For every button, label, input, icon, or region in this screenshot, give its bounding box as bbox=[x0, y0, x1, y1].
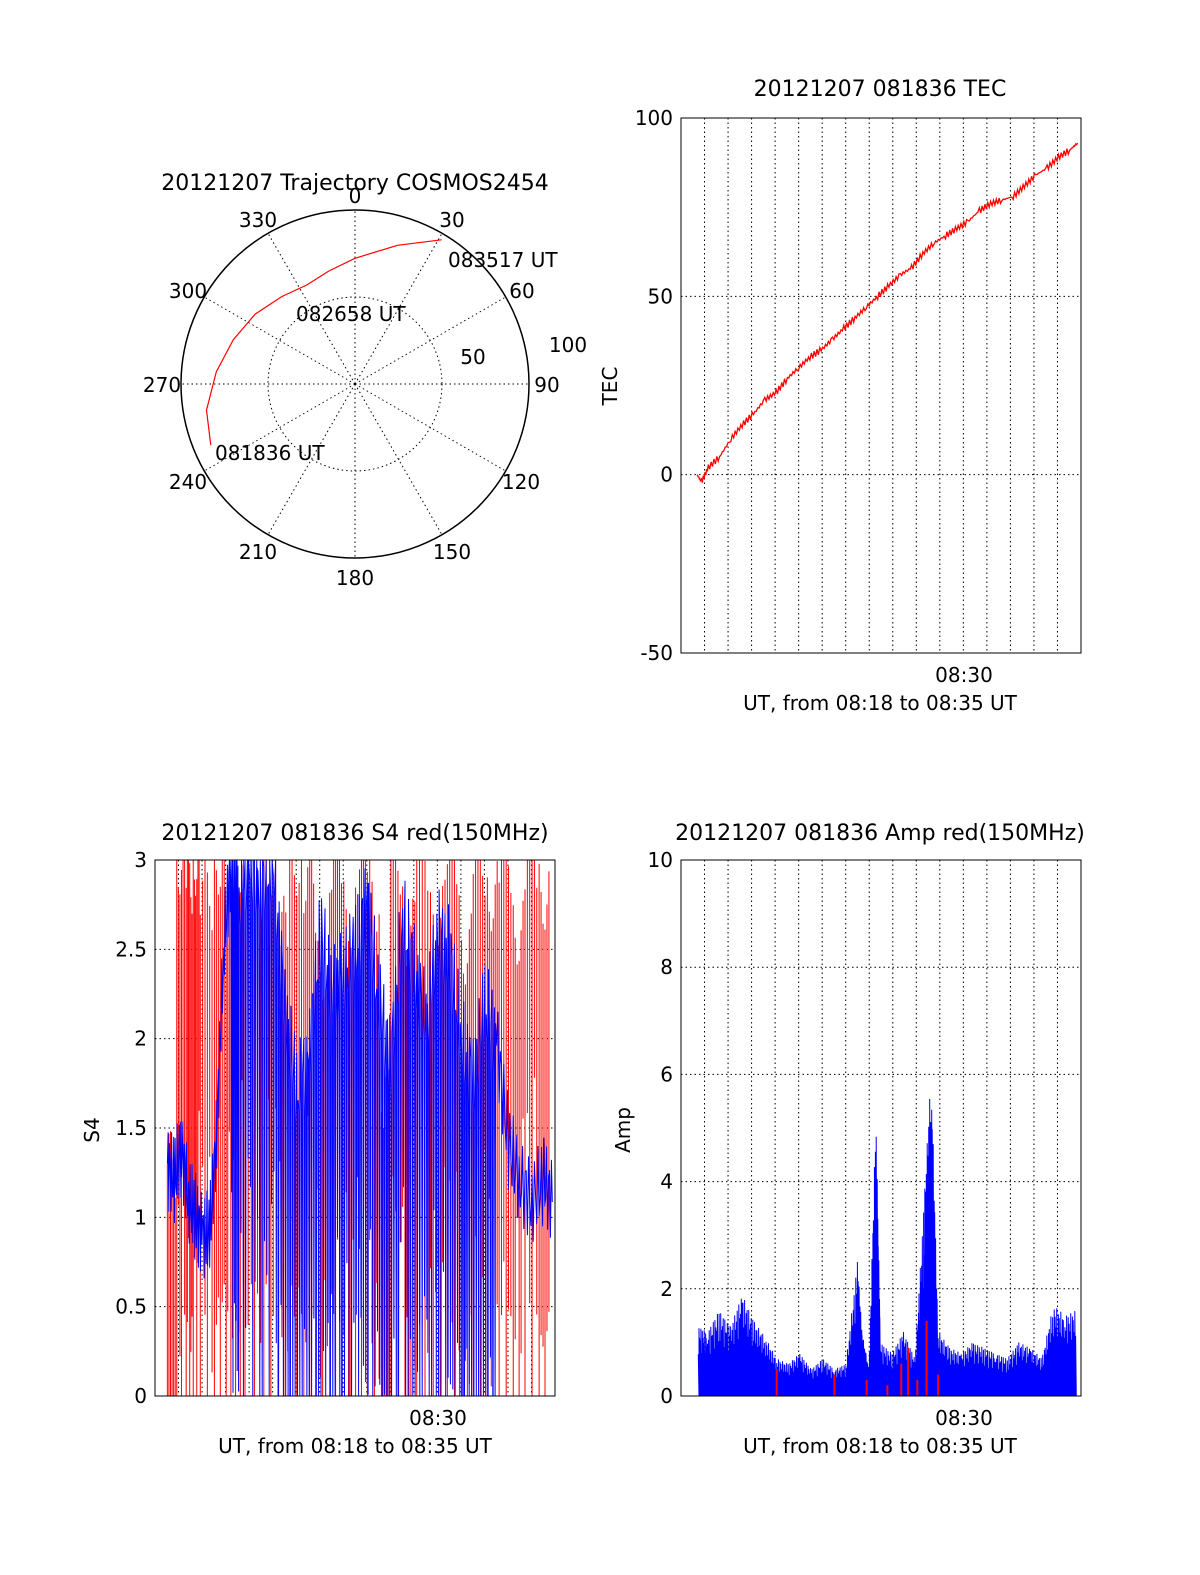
amp-plot-frame bbox=[680, 859, 1082, 1397]
s4-y-tick-label: 2 bbox=[134, 1027, 147, 1051]
tec-plot-frame bbox=[680, 117, 1082, 654]
tec-y-tick-label: 0 bbox=[660, 463, 673, 487]
tec-y-tick-label: 100 bbox=[635, 106, 673, 130]
polar-radius-label: 100 bbox=[549, 333, 587, 357]
polar-trajectory-panel: 20121207 Trajectory COSMOS2454 0 30 60 90 12… bbox=[143, 171, 587, 590]
polar-angle-label: 180 bbox=[336, 566, 374, 590]
amp-y-axis-label: Amp bbox=[611, 1107, 635, 1153]
polar-outer-circle bbox=[180, 209, 530, 559]
polar-spoke bbox=[354, 383, 506, 472]
polar-spoke bbox=[204, 296, 356, 385]
polar-spoke bbox=[354, 383, 443, 535]
amp-y-tick-label: 10 bbox=[648, 848, 673, 872]
s4-y-tick-label: 2.5 bbox=[115, 937, 147, 961]
polar-angle-label: 150 bbox=[433, 540, 471, 564]
polar-angle-label: 240 bbox=[169, 470, 207, 494]
s4-x-tick-label: 08:30 bbox=[409, 1406, 467, 1430]
annotation-mid-time: 082658 UT bbox=[296, 302, 406, 326]
amp-title: 20121207 081836 Amp red(150MHz) bbox=[675, 821, 1085, 846]
tec-x-axis-label: UT, from 08:18 to 08:35 UT bbox=[743, 691, 1018, 715]
amp-y-tick-label: 2 bbox=[660, 1277, 673, 1301]
amp-panel: 20121207 081836 Amp red(150MHz) 1086420 … bbox=[611, 821, 1085, 1458]
polar-angle-label: 330 bbox=[239, 208, 277, 232]
polar-spoke bbox=[204, 383, 356, 472]
annotation-end-time: 083517 UT bbox=[448, 248, 558, 272]
tec-y-tick-label: 50 bbox=[648, 284, 673, 308]
polar-angle-label: 90 bbox=[534, 373, 559, 397]
tec-series-line bbox=[696, 142, 1079, 483]
tec-x-tick-label: 08:30 bbox=[935, 663, 993, 687]
polar-angle-label: 120 bbox=[502, 470, 540, 494]
tec-title: 20121207 081836 TEC bbox=[754, 77, 1007, 102]
annotation-start-time: 081836 UT bbox=[215, 441, 325, 465]
polar-angle-label: 300 bbox=[169, 279, 207, 303]
polar-angle-label: 210 bbox=[239, 540, 277, 564]
amp-x-tick-label: 08:30 bbox=[935, 1406, 993, 1430]
s4-title: 20121207 081836 S4 red(150MHz) bbox=[161, 821, 548, 846]
polar-angle-label: 270 bbox=[143, 373, 181, 397]
amp-y-tick-label: 6 bbox=[660, 1062, 673, 1086]
polar-spoke bbox=[267, 233, 356, 385]
s4-plot-frame bbox=[154, 859, 556, 1397]
amp-x-axis-label: UT, from 08:18 to 08:35 UT bbox=[743, 1434, 1018, 1458]
polar-angle-label: 60 bbox=[509, 279, 534, 303]
s4-y-tick-label: 3 bbox=[134, 848, 147, 872]
amp-y-tick-label: 0 bbox=[660, 1384, 673, 1408]
amp-y-tick-label: 4 bbox=[660, 1170, 673, 1194]
s4-y-tick-label: 0.5 bbox=[115, 1295, 147, 1319]
s4-y-tick-label: 1 bbox=[134, 1205, 147, 1229]
polar-spoke bbox=[267, 383, 356, 535]
trajectory-line bbox=[205, 239, 442, 446]
polar-spoke bbox=[354, 233, 443, 385]
polar-title: 20121207 Trajectory COSMOS2454 bbox=[161, 171, 548, 196]
s4-blue-series-line bbox=[166, 859, 553, 1397]
polar-radius-label: 50 bbox=[460, 345, 485, 369]
s4-y-tick-label: 1.5 bbox=[115, 1116, 147, 1140]
s4-panel: 20121207 081836 S4 red(150MHz) 3 2.5 2 1.5 1… bbox=[80, 821, 556, 1458]
s4-x-axis-label: UT, from 08:18 to 08:35 UT bbox=[218, 1434, 493, 1458]
s4-y-axis-label: S4 bbox=[80, 1117, 104, 1142]
amp-blue-series-line bbox=[697, 1098, 1077, 1397]
s4-y-tick-label: 0 bbox=[134, 1384, 147, 1408]
tec-y-tick-label: -50 bbox=[640, 641, 673, 665]
polar-angle-label: 30 bbox=[439, 208, 464, 232]
amp-y-tick-label: 8 bbox=[660, 955, 673, 979]
polar-angle-label: 0 bbox=[349, 184, 362, 208]
polar-spoke bbox=[354, 296, 506, 385]
tec-y-axis-label: TEC bbox=[598, 367, 622, 407]
